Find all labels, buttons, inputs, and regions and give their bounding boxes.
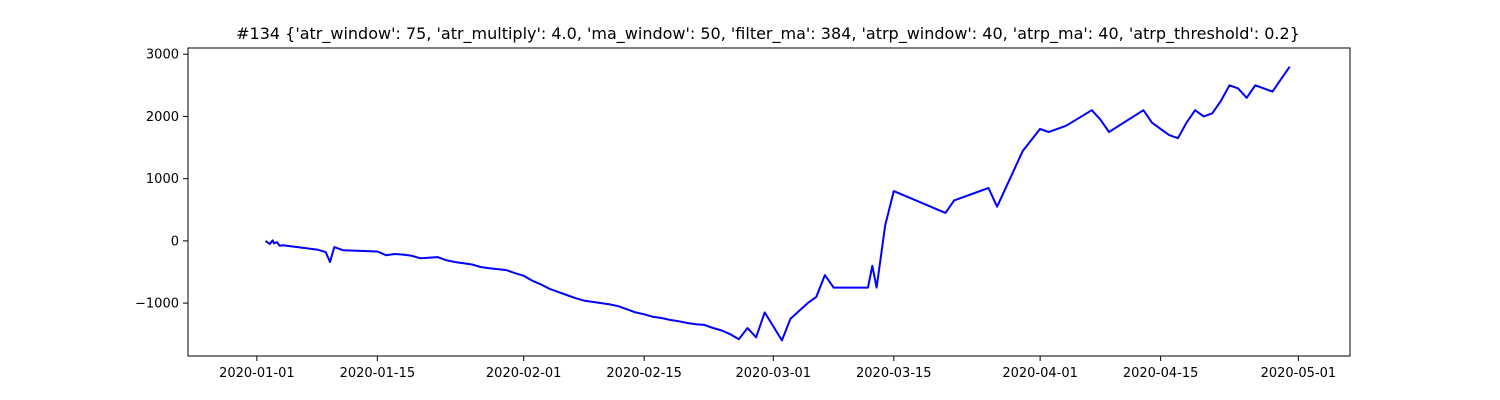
x-tick-label: 2020-04-15 xyxy=(1123,366,1199,381)
x-tick-label: 2020-01-15 xyxy=(340,366,416,381)
x-tick-label: 2020-05-01 xyxy=(1261,366,1337,381)
chart-title: #134 {'atr_window': 75, 'atr_multiply': … xyxy=(236,24,1300,44)
series-line-0 xyxy=(264,66,1291,342)
series-layer xyxy=(264,66,1291,342)
y-axis: −1000 0 1000 2000 3000 xyxy=(135,48,188,312)
x-tick-label: 2020-03-15 xyxy=(856,366,932,381)
x-axis: 2020-01-01 2020-01-15 2020-02-01 2020-02-15… xyxy=(219,356,1336,381)
y-tick-label: 0 xyxy=(171,234,179,249)
x-tick-label: 2020-03-01 xyxy=(736,366,812,381)
x-tick-label: 2020-02-01 xyxy=(486,366,562,381)
plot-frame xyxy=(187,47,1351,357)
y-tick-label: 1000 xyxy=(146,172,179,187)
x-tick-label: 2020-01-01 xyxy=(219,366,295,381)
x-tick-label: 2020-02-15 xyxy=(606,366,682,381)
y-tick-label: 2000 xyxy=(146,110,179,125)
x-tick-label: 2020-04-01 xyxy=(1002,366,1078,381)
y-tick-label: 3000 xyxy=(146,48,179,63)
y-tick-label: −1000 xyxy=(135,297,179,312)
